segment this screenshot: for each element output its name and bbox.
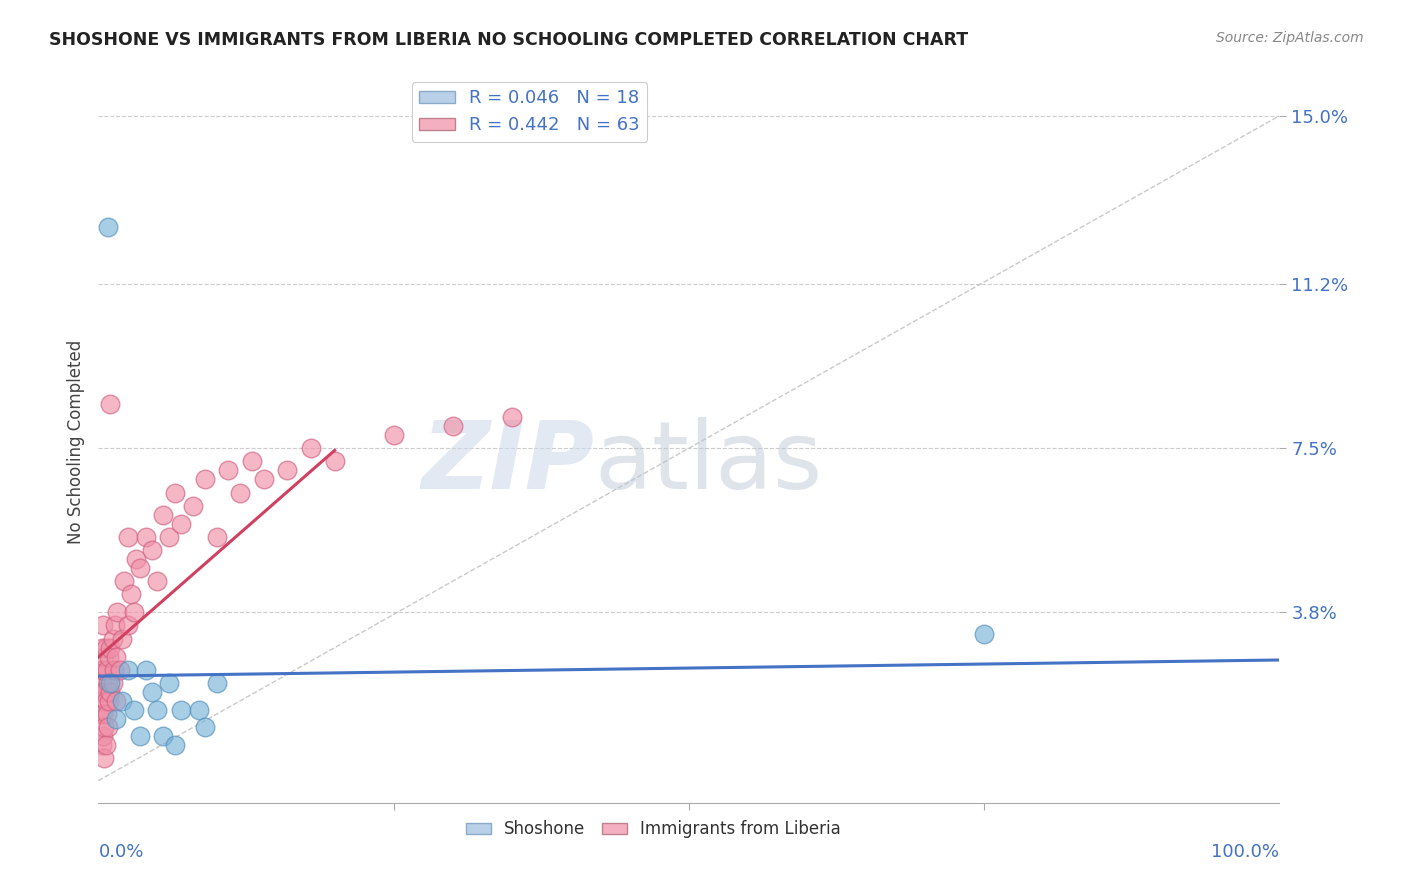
Point — [141, 685, 163, 699]
Point — [91, 676, 114, 690]
Point — [94, 640, 117, 655]
Point — [205, 676, 228, 690]
Text: atlas: atlas — [595, 417, 823, 509]
Point — [323, 454, 346, 468]
Point — [441, 419, 464, 434]
Point — [146, 574, 169, 589]
Point — [122, 605, 145, 619]
Point — [105, 712, 128, 726]
Point — [97, 676, 120, 690]
Point — [157, 676, 180, 690]
Point — [146, 703, 169, 717]
Point — [152, 508, 174, 522]
Point — [90, 707, 112, 722]
Point — [98, 676, 121, 690]
Text: 0.0%: 0.0% — [98, 843, 143, 861]
Text: SHOSHONE VS IMMIGRANTS FROM LIBERIA NO SCHOOLING COMPLETED CORRELATION CHART: SHOSHONE VS IMMIGRANTS FROM LIBERIA NO S… — [49, 31, 969, 49]
Point — [96, 707, 118, 722]
Point — [93, 649, 115, 664]
Point — [93, 685, 115, 699]
Point — [91, 663, 114, 677]
Point — [165, 485, 187, 500]
Point — [103, 663, 125, 677]
Point — [94, 738, 117, 752]
Point — [157, 530, 180, 544]
Point — [91, 640, 114, 655]
Point — [93, 751, 115, 765]
Point — [141, 543, 163, 558]
Text: Source: ZipAtlas.com: Source: ZipAtlas.com — [1216, 31, 1364, 45]
Point — [98, 694, 121, 708]
Point — [117, 530, 139, 544]
Point — [90, 663, 112, 677]
Point — [152, 729, 174, 743]
Point — [125, 552, 148, 566]
Point — [240, 454, 263, 468]
Point — [170, 703, 193, 717]
Text: 100.0%: 100.0% — [1212, 843, 1279, 861]
Point — [91, 707, 114, 722]
Point — [90, 685, 112, 699]
Point — [111, 694, 134, 708]
Point — [91, 694, 114, 708]
Point — [112, 574, 135, 589]
Point — [382, 428, 405, 442]
Point — [98, 640, 121, 655]
Point — [122, 703, 145, 717]
Point — [111, 632, 134, 646]
Point — [91, 618, 114, 632]
Point — [101, 676, 124, 690]
Point — [194, 721, 217, 735]
Point — [101, 632, 124, 646]
Text: ZIP: ZIP — [422, 417, 595, 509]
Point — [96, 663, 118, 677]
Point — [91, 738, 114, 752]
Point — [229, 485, 252, 500]
Point — [117, 618, 139, 632]
Point — [117, 663, 139, 677]
Point — [108, 663, 131, 677]
Point — [105, 605, 128, 619]
Point — [105, 694, 128, 708]
Point — [205, 530, 228, 544]
Point — [135, 530, 157, 544]
Point — [194, 472, 217, 486]
Point — [187, 703, 209, 717]
Point — [170, 516, 193, 531]
Point — [165, 738, 187, 752]
Point — [121, 587, 143, 601]
Point — [97, 721, 120, 735]
Point — [105, 649, 128, 664]
Y-axis label: No Schooling Completed: No Schooling Completed — [66, 340, 84, 543]
Point — [94, 694, 117, 708]
Point — [97, 219, 120, 234]
Point — [128, 561, 150, 575]
Point — [973, 627, 995, 641]
Point — [135, 663, 157, 677]
Point — [253, 472, 276, 486]
Point — [104, 618, 127, 632]
Point — [276, 463, 298, 477]
Legend: Shoshone, Immigrants from Liberia: Shoshone, Immigrants from Liberia — [460, 814, 848, 845]
Point — [217, 463, 239, 477]
Point — [501, 410, 523, 425]
Point — [93, 721, 115, 735]
Point — [91, 729, 114, 743]
Point — [299, 441, 322, 455]
Point — [181, 499, 204, 513]
Point — [98, 685, 121, 699]
Point — [128, 729, 150, 743]
Point — [98, 397, 121, 411]
Point — [98, 649, 121, 664]
